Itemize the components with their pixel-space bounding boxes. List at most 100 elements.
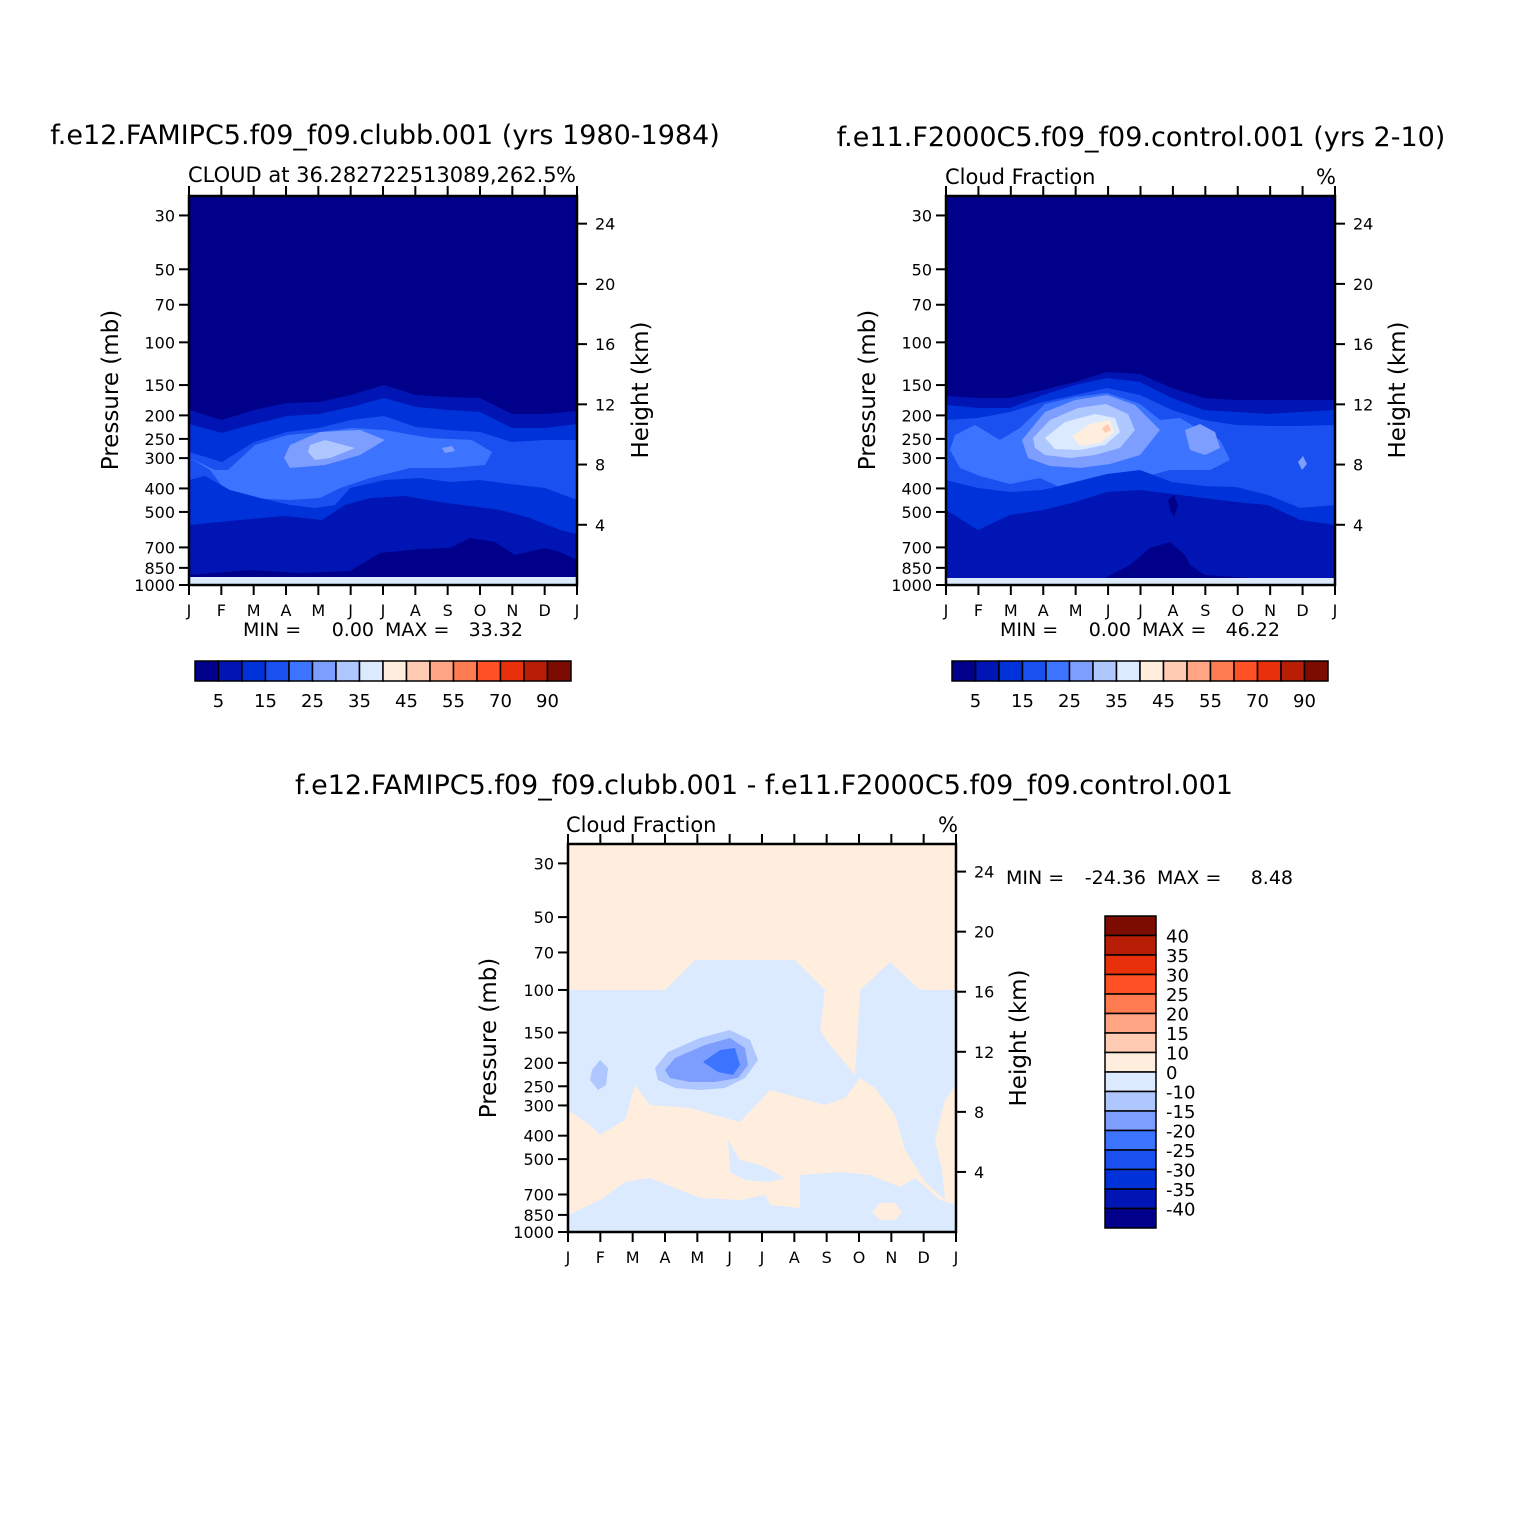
panel2-min-value: 0.00: [1089, 619, 1131, 641]
colorbar-swatch: [382, 660, 408, 682]
panel1-colorbar: 5 15 25 35 45 55 70 90: [194, 660, 572, 712]
colorbar-swatch: [1104, 934, 1157, 956]
colorbar-swatch: [1303, 660, 1329, 682]
colorbar-swatch: [288, 660, 314, 682]
colorbar-label: 35: [348, 691, 371, 712]
colorbar-swatch: [358, 660, 384, 682]
x-tick-label: M: [247, 601, 261, 620]
colorbar-label: 25: [1058, 691, 1081, 712]
x-tick-label: A: [789, 1248, 800, 1267]
colorbar-swatch: [1104, 993, 1157, 1015]
y-tick-right-label: 8: [1353, 456, 1363, 475]
y-tick-label: 500: [144, 503, 175, 522]
colorbar-swatch: [405, 660, 431, 682]
y-tick-label: 150: [144, 376, 175, 395]
panel2-low-band-5: [1105, 542, 1250, 578]
colorbar-swatch: [1045, 660, 1071, 682]
panel1-band-25: [190, 428, 492, 500]
y-tick-label: 500: [523, 1150, 554, 1169]
colorbar-swatch: [1104, 1188, 1157, 1210]
x-tick-label: A: [1167, 601, 1178, 620]
x-tick-label: A: [1038, 601, 1049, 620]
panel2-colorbar: 5 15 25 35 45 55 70 90: [951, 660, 1329, 712]
x-tick-label: O: [1231, 601, 1244, 620]
colorbar-swatch: [452, 660, 478, 682]
y-tick-label: 50: [534, 908, 554, 927]
y-tick-label: 70: [912, 296, 932, 315]
panel3-min-value: -24.36: [1085, 867, 1146, 889]
y-tick-label: 250: [901, 430, 932, 449]
panel2-min-label: MIN =: [1000, 619, 1058, 641]
colorbar-swatch: [1104, 1051, 1157, 1073]
panel1-band-30b: [442, 446, 455, 453]
colorbar-swatch: [217, 660, 243, 682]
x-tick-label: J: [953, 1248, 959, 1267]
x-tick-label: J: [1137, 601, 1143, 620]
x-tick-label: S: [822, 1248, 832, 1267]
y-tick-label: 700: [144, 538, 175, 557]
colorbar-label: 40: [1166, 927, 1189, 948]
y-tick-label: 850: [901, 559, 932, 578]
x-tick-label: M: [1069, 601, 1083, 620]
panel1-ylabel: Pressure (mb): [98, 310, 124, 470]
panel2-band-45-core: [1102, 424, 1111, 433]
colorbar-label: 15: [1166, 1024, 1189, 1045]
panel2-band-45: [1072, 420, 1114, 446]
x-tick-label: M: [1004, 601, 1018, 620]
panel1-ground: [189, 577, 577, 585]
colorbar-swatch: [429, 660, 455, 682]
colorbar-swatch: [1104, 1071, 1157, 1093]
colorbar-swatch: [1104, 1090, 1157, 1112]
y-tick-label: 100: [523, 981, 554, 1000]
y-tick-right-label: 24: [1353, 215, 1373, 234]
colorbar-swatch: [998, 660, 1024, 682]
y-tick-label: 30: [912, 206, 932, 225]
colorbar-label: 55: [442, 691, 465, 712]
panel3-band-neg10-low: [568, 1172, 956, 1232]
colorbar-label: 35: [1166, 946, 1189, 967]
colorbar-swatch: [335, 660, 361, 682]
x-tick-label: A: [410, 601, 421, 620]
panel1-max-value: 33.32: [469, 619, 523, 641]
panel3-ylabel-right: Height (km): [1006, 969, 1032, 1106]
panel2-ground: [946, 578, 1335, 585]
y-tick-label: 200: [901, 406, 932, 425]
colorbar-swatch: [1104, 954, 1157, 976]
colorbar-swatch: [1104, 1110, 1157, 1132]
panel3-band-neg10: [568, 960, 956, 1200]
colorbar-swatch: [951, 660, 977, 682]
panel3-units: %: [938, 813, 958, 837]
panel1-plot-area: [187, 194, 579, 587]
y-tick-label: 250: [523, 1077, 554, 1096]
x-tick-label: D: [918, 1248, 930, 1267]
colorbar-label: -30: [1166, 1161, 1195, 1182]
colorbar-swatch: [1115, 660, 1141, 682]
y-tick-label: 200: [144, 406, 175, 425]
panel1-min-label: MIN =: [243, 619, 301, 641]
panel1-band-35: [308, 440, 355, 460]
x-tick-label: F: [974, 601, 983, 620]
panel2-low-band-5b: [1168, 495, 1178, 517]
panel1-max-label: MAX =: [385, 619, 449, 641]
y-tick-right-label: 12: [595, 395, 615, 414]
y-tick-label: 30: [534, 854, 554, 873]
colorbar-label: 90: [1293, 691, 1316, 712]
x-tick-label: J: [565, 1248, 571, 1267]
y-tick-right-label: 16: [595, 335, 615, 354]
x-tick-label: M: [311, 601, 325, 620]
x-tick-label: A: [281, 601, 292, 620]
y-tick-label: 70: [155, 296, 175, 315]
colorbar-label: 20: [1166, 1005, 1189, 1026]
x-tick-label: S: [443, 601, 453, 620]
colorbar-swatch: [1104, 1012, 1157, 1034]
y-tick-label: 300: [523, 1096, 554, 1115]
y-tick-label: 200: [523, 1054, 554, 1073]
y-tick-label: 300: [901, 449, 932, 468]
colorbar-label: -15: [1166, 1102, 1195, 1123]
colorbar-swatch: [1104, 915, 1157, 937]
x-tick-label: A: [660, 1248, 671, 1267]
panel2-band-30c: [1298, 456, 1307, 470]
panel2-max-label: MAX =: [1142, 619, 1206, 641]
y-tick-label: 1000: [134, 576, 175, 595]
colorbar-label: 15: [1011, 691, 1034, 712]
